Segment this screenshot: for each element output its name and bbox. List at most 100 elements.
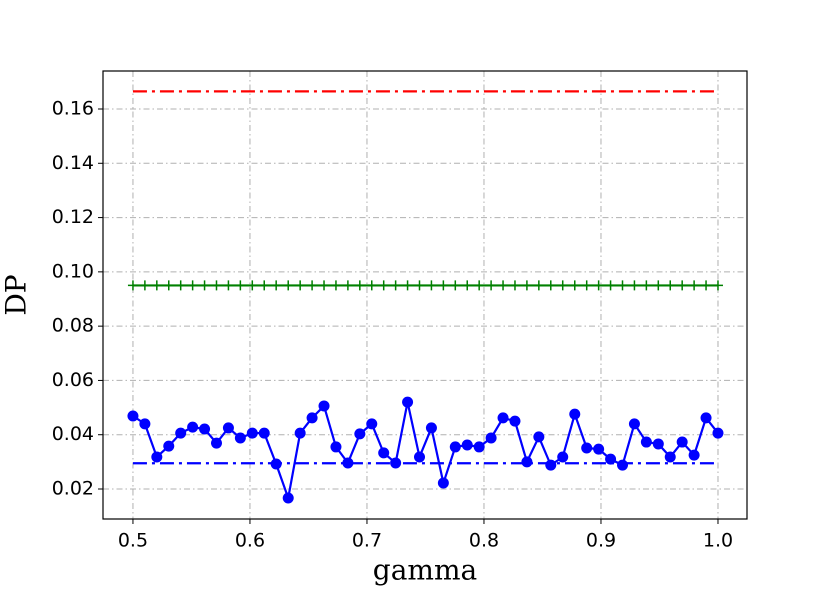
point xyxy=(294,427,306,439)
point xyxy=(676,436,688,448)
point xyxy=(259,280,270,291)
point xyxy=(617,459,629,471)
point xyxy=(151,280,162,291)
point xyxy=(474,280,485,291)
point xyxy=(127,410,139,422)
y-tick-label: 0.14 xyxy=(52,152,94,174)
point xyxy=(222,422,234,434)
point xyxy=(509,280,520,291)
point xyxy=(139,280,150,291)
point xyxy=(593,280,604,291)
point xyxy=(175,280,186,291)
point xyxy=(641,280,652,291)
point xyxy=(247,280,258,291)
point xyxy=(246,427,258,439)
point xyxy=(689,280,700,291)
point xyxy=(199,423,211,435)
point xyxy=(712,427,724,439)
point xyxy=(211,280,222,291)
point xyxy=(533,280,544,291)
point xyxy=(545,280,556,291)
x-tick-label: 0.9 xyxy=(586,530,616,552)
point xyxy=(223,280,234,291)
point xyxy=(700,412,712,424)
x-tick-label: 0.7 xyxy=(352,530,382,552)
point xyxy=(163,280,174,291)
point xyxy=(461,439,473,451)
y-tick-label: 0.12 xyxy=(52,206,94,228)
point xyxy=(187,280,198,291)
point xyxy=(449,441,461,453)
point xyxy=(319,280,330,291)
point xyxy=(569,280,580,291)
point xyxy=(354,280,365,291)
point xyxy=(486,280,497,291)
x-tick-label: 0.8 xyxy=(469,530,499,552)
point xyxy=(569,408,581,420)
point xyxy=(497,412,509,424)
point xyxy=(139,418,151,430)
point xyxy=(210,437,222,449)
point xyxy=(640,436,652,448)
point xyxy=(306,412,318,424)
point xyxy=(307,280,318,291)
point xyxy=(163,440,175,452)
point xyxy=(151,451,163,463)
point xyxy=(402,280,413,291)
point xyxy=(605,280,616,291)
point xyxy=(581,280,592,291)
point xyxy=(295,280,306,291)
point xyxy=(509,415,521,427)
point xyxy=(175,427,187,439)
point xyxy=(437,477,449,489)
point xyxy=(426,280,437,291)
point xyxy=(354,428,366,440)
point xyxy=(653,280,664,291)
x-tick-label: 0.5 xyxy=(118,530,148,552)
point xyxy=(127,280,138,291)
point xyxy=(664,451,676,463)
point xyxy=(617,280,628,291)
point xyxy=(462,280,473,291)
point xyxy=(473,441,485,453)
point xyxy=(271,280,282,291)
point xyxy=(378,447,390,459)
point xyxy=(234,432,246,444)
point xyxy=(593,443,605,455)
point xyxy=(485,432,497,444)
point xyxy=(677,280,688,291)
point xyxy=(533,431,545,443)
point xyxy=(545,459,557,471)
point xyxy=(652,438,664,450)
point xyxy=(402,396,414,408)
point xyxy=(366,280,377,291)
point xyxy=(450,280,461,291)
x-tick-label: 1.0 xyxy=(703,530,733,552)
point xyxy=(712,280,723,291)
point xyxy=(414,280,425,291)
point xyxy=(270,458,282,470)
point xyxy=(342,457,354,469)
point xyxy=(557,280,568,291)
point xyxy=(282,492,294,504)
point xyxy=(366,418,378,430)
point xyxy=(629,280,640,291)
point xyxy=(414,451,426,463)
point xyxy=(605,453,617,465)
y-tick-label: 0.10 xyxy=(52,260,94,282)
x-tick-label: 0.6 xyxy=(235,530,265,552)
plot-frame xyxy=(102,70,748,520)
y-tick-label: 0.16 xyxy=(52,98,94,120)
point xyxy=(701,280,712,291)
point xyxy=(283,280,294,291)
y-axis-label: DP xyxy=(0,274,33,315)
point xyxy=(665,280,676,291)
point xyxy=(688,449,700,461)
point xyxy=(581,442,593,454)
point xyxy=(318,400,330,412)
point xyxy=(235,280,246,291)
x-axis-label: gamma xyxy=(373,554,477,587)
point xyxy=(330,441,342,453)
series-line xyxy=(132,401,719,503)
point xyxy=(330,280,341,291)
